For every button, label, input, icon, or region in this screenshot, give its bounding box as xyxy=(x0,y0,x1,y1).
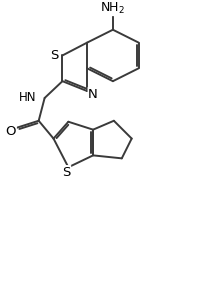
Text: HN: HN xyxy=(19,91,37,104)
Text: S: S xyxy=(62,166,71,179)
Text: O: O xyxy=(6,125,16,138)
Text: NH$_2$: NH$_2$ xyxy=(100,0,125,16)
Text: S: S xyxy=(50,49,59,62)
Text: N: N xyxy=(88,87,98,100)
